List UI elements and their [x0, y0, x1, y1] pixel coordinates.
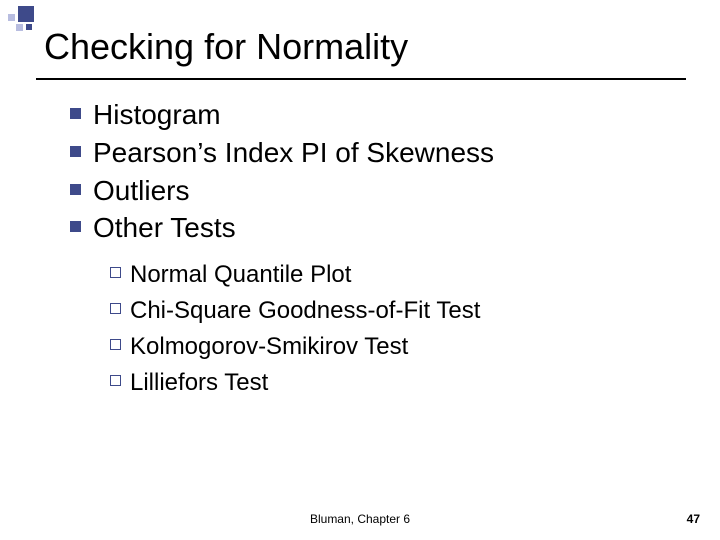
page-number: 47: [687, 512, 700, 526]
sub-bullet-text: Chi-Square Goodness-of-Fit Test: [130, 293, 480, 329]
outline-square-bullet-icon: [110, 303, 121, 314]
footer-text: Bluman, Chapter 6: [0, 512, 720, 526]
corner-decoration: [6, 6, 42, 42]
sub-bullet-text: Lilliefors Test: [130, 365, 268, 401]
square-bullet-icon: [70, 146, 81, 157]
sub-bullet-item: Normal Quantile Plot: [110, 257, 680, 293]
sub-bullet-text: Normal Quantile Plot: [130, 257, 351, 293]
square-bullet-icon: [70, 221, 81, 232]
title-rule: [36, 78, 686, 80]
sub-bullet-item: Chi-Square Goodness-of-Fit Test: [110, 293, 680, 329]
sub-bullet-item: Kolmogorov-Smikirov Test: [110, 329, 680, 365]
outline-square-bullet-icon: [110, 375, 121, 386]
sub-bullet-text: Kolmogorov-Smikirov Test: [130, 329, 408, 365]
slide-content: Histogram Pearson’s Index PI of Skewness…: [70, 96, 680, 401]
bullet-item: Histogram: [70, 96, 680, 134]
outline-square-bullet-icon: [110, 267, 121, 278]
slide-title: Checking for Normality: [44, 26, 408, 68]
bullet-item: Outliers: [70, 172, 680, 210]
square-bullet-icon: [70, 184, 81, 195]
bullet-item: Other Tests: [70, 209, 680, 247]
bullet-text: Histogram: [93, 96, 221, 134]
bullet-text: Outliers: [93, 172, 189, 210]
square-bullet-icon: [70, 108, 81, 119]
sub-bullet-group: Normal Quantile Plot Chi-Square Goodness…: [110, 257, 680, 401]
outline-square-bullet-icon: [110, 339, 121, 350]
bullet-item: Pearson’s Index PI of Skewness: [70, 134, 680, 172]
bullet-text: Pearson’s Index PI of Skewness: [93, 134, 494, 172]
sub-bullet-item: Lilliefors Test: [110, 365, 680, 401]
bullet-text: Other Tests: [93, 209, 236, 247]
